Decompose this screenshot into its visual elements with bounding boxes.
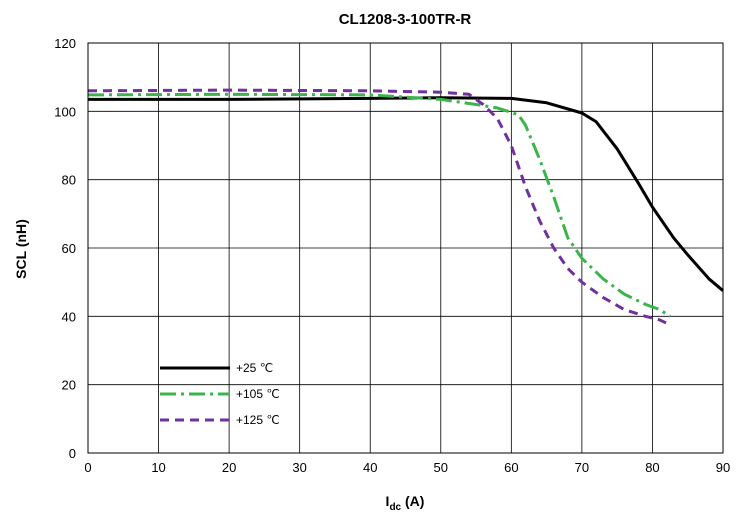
y-axis-ticks: 0 20 40 60 80 100 120: [54, 36, 76, 461]
x-tick-label: 80: [645, 460, 659, 475]
y-tick-label: 20: [62, 378, 76, 393]
series-line-2: [87, 92, 671, 318]
y-axis-label: SCL (nH): [13, 219, 29, 279]
grid: [87, 42, 724, 454]
x-tick-label: 20: [222, 460, 236, 475]
y-tick-label: 60: [62, 241, 76, 256]
series-line-1: [88, 96, 724, 292]
plot-frame: [87, 42, 724, 454]
x-axis-label: Idc (A): [386, 493, 425, 513]
x-axis-label-main: I: [386, 493, 390, 509]
chart-title: CL1208-3-100TR-R: [339, 11, 472, 28]
x-axis-label-unit: (A): [401, 493, 424, 509]
x-tick-label: 90: [716, 460, 730, 475]
x-axis-ticks: 0 10 20 30 40 50 60 70 80 90: [84, 460, 730, 475]
x-tick-label: 10: [151, 460, 165, 475]
x-tick-label: 0: [84, 460, 91, 475]
x-tick-label: 40: [363, 460, 377, 475]
x-axis-label-subscript: dc: [389, 502, 401, 513]
legend-label-3: +125 ℃: [236, 413, 280, 427]
y-tick-label: 120: [54, 36, 76, 51]
x-tick-label: 70: [575, 460, 589, 475]
x-tick-label: 50: [434, 460, 448, 475]
x-tick-label: 60: [504, 460, 518, 475]
legend: +25 ℃ +105 ℃ +125 ℃: [160, 361, 280, 427]
y-tick-label: 40: [62, 309, 76, 324]
y-tick-label: 0: [69, 446, 76, 461]
x-tick-label: 30: [292, 460, 306, 475]
legend-label-2: +105 ℃: [236, 387, 280, 401]
series-line-3: [87, 88, 671, 327]
y-tick-label: 80: [62, 173, 76, 188]
y-tick-label: 100: [54, 104, 76, 119]
legend-label-1: +25 ℃: [236, 361, 273, 375]
series-layer: [87, 88, 724, 327]
